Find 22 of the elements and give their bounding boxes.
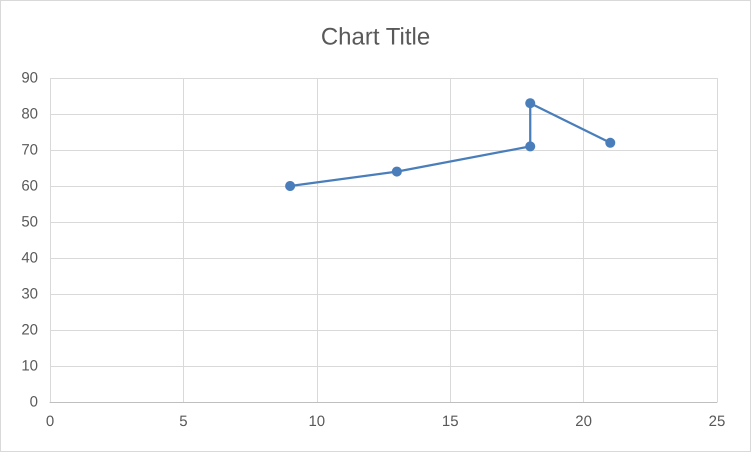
y-tick-label: 50 xyxy=(21,214,38,230)
x-tick-label: 15 xyxy=(442,413,459,430)
y-tick-label: 90 xyxy=(21,70,38,86)
y-tick-label: 30 xyxy=(21,286,38,302)
y-tick-label: 0 xyxy=(30,394,38,410)
y-tick-label: 60 xyxy=(21,178,38,194)
x-tick-label: 0 xyxy=(46,413,54,430)
point xyxy=(392,166,402,177)
point xyxy=(525,98,536,108)
x-tick-label: 10 xyxy=(308,413,326,430)
y-tick-label: 80 xyxy=(21,106,38,122)
y-tick-label: 40 xyxy=(21,250,38,266)
x-tick-label: 5 xyxy=(179,413,188,430)
y-tick-label: 10 xyxy=(21,358,38,374)
x-tick-label: 20 xyxy=(575,413,592,430)
x-tick-label: 25 xyxy=(708,413,726,430)
y-tick-label: 70 xyxy=(21,142,38,158)
point xyxy=(285,181,296,191)
point xyxy=(605,138,616,148)
point xyxy=(525,141,536,152)
y-tick-label: 20 xyxy=(21,322,38,338)
chart-title: Chart Title xyxy=(320,24,430,50)
